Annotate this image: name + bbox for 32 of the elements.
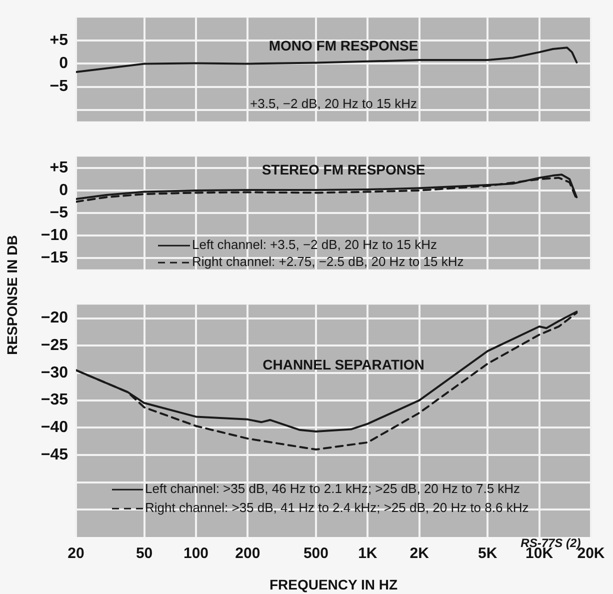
legend-label: Right channel: >35 dB, 41 Hz to 2.4 kHz; >25 dB, 20 Hz to 8.6 kHz — [145, 500, 529, 516]
y-tick-label: −15 — [40, 250, 68, 267]
y-tick-label: −5 — [50, 78, 68, 96]
y-tick-label: −35 — [40, 392, 68, 409]
x-tick-label: 200 — [235, 545, 260, 562]
y-tick-label: −10 — [40, 226, 68, 244]
y-tick-label: −25 — [40, 337, 68, 354]
text: MONO FM RESPONSE — [268, 37, 418, 54]
chart-title: STEREO FM RESPONSE — [262, 161, 426, 178]
legend-label: Left channel: +3.5, −2 dB, 20 Hz to 15 kHz — [192, 237, 437, 252]
y-axis-title: RESPONSE IN DB — [4, 235, 20, 355]
x-tick-label: 20 — [68, 545, 84, 562]
y-tick-label: −45 — [40, 446, 68, 464]
annotation: +3.5, −2 dB, 20 Hz to 15 kHz — [250, 96, 417, 112]
x-tick-label: 50 — [136, 545, 153, 562]
legend-label: Left channel: >35 dB, 46 Hz to 2.1 kHz; >25 dB, 20 Hz to 7.5 kHz — [145, 481, 520, 496]
y-tick-label: −5 — [50, 204, 68, 222]
x-tick-label: 500 — [303, 545, 328, 562]
x-tick-label: 100 — [183, 545, 209, 562]
y-tick-label: 0 — [59, 55, 68, 72]
y-tick-label: −20 — [40, 310, 68, 327]
text: CHANNEL SEPARATION — [262, 356, 424, 372]
y-tick-label: −30 — [40, 364, 68, 382]
y-tick-label: 0 — [59, 182, 68, 199]
x-tick-label: 1K — [358, 545, 378, 562]
legend-label: Right channel: +2.75, −2.5 dB, 20 Hz to 15 kHz — [192, 254, 464, 270]
y-tick-label: +5 — [50, 32, 68, 50]
x-tick-label: 2K — [410, 545, 430, 562]
y-tick-label: +5 — [50, 159, 68, 176]
y-tick-label: −40 — [40, 419, 68, 436]
x-axis-title: FREQUENCY IN HZ — [269, 576, 398, 592]
x-tick-label: 5K — [478, 545, 498, 562]
